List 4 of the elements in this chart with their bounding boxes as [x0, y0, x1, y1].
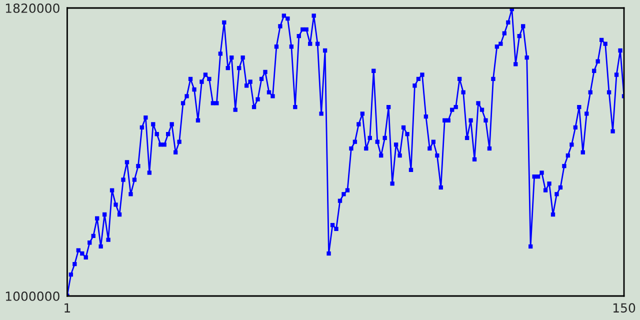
y-tick-label: 1820000	[6, 3, 60, 13]
y-tick-label: 1000000	[6, 291, 60, 301]
x-tick-label: 1	[64, 303, 70, 312]
x-tick-label: 150	[613, 303, 636, 313]
